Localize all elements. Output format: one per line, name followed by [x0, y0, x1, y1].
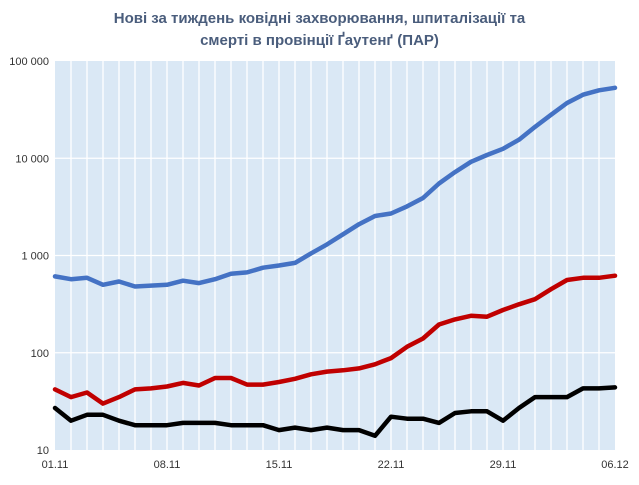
y-tick-label: 10 000	[15, 153, 49, 165]
x-tick-label: 22.11	[378, 459, 405, 471]
x-axis-tick-labels: 01.11 08.11 15.11 22.11 29.11 06.12	[42, 459, 629, 471]
x-tick-label: 06.12	[601, 459, 629, 471]
y-tick-label: 100 000	[9, 56, 49, 68]
chart-title-line-2: смерті в провінції Ґаутенґ (ПАР)	[200, 32, 439, 49]
series-lines	[52, 85, 618, 439]
y-tick-label: 1 000	[21, 251, 49, 263]
y-axis-tick-labels: 10 100 1 000 10 000 100 000	[9, 56, 49, 457]
chart-title: Нові за тиждень ковідні захворювання, шп…	[0, 8, 639, 52]
series-line-1	[52, 85, 618, 289]
y-tick-label: 100	[31, 348, 49, 360]
x-tick-label: 15.11	[266, 459, 293, 471]
series-line-2	[52, 273, 618, 406]
x-tick-label: 08.11	[154, 459, 181, 471]
x-tick-label: 29.11	[490, 459, 517, 471]
x-tick-label: 01.11	[42, 459, 69, 471]
horizontal-gridlines	[55, 157, 615, 354]
chart-title-line-1: Нові за тиждень ковідні захворювання, шп…	[113, 10, 526, 27]
y-tick-label: 10	[37, 445, 49, 457]
series-line-3	[52, 385, 618, 439]
